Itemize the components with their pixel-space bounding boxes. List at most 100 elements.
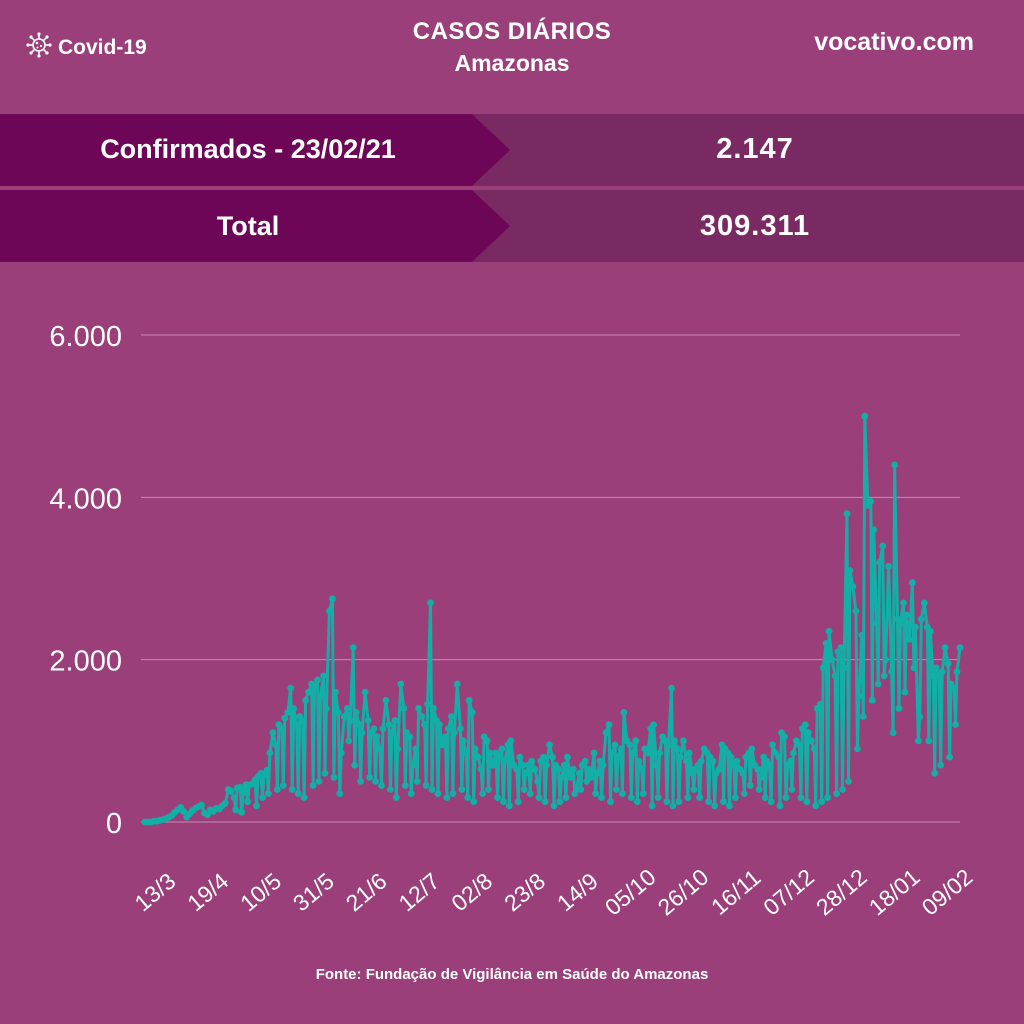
data-point xyxy=(239,789,247,797)
data-point xyxy=(669,802,677,810)
data-point xyxy=(483,737,491,745)
data-point xyxy=(498,745,506,753)
data-point xyxy=(370,725,378,733)
data-point xyxy=(519,761,527,769)
data-point xyxy=(741,790,748,797)
stat-label: Confirmados - 23/02/21 xyxy=(100,134,396,164)
data-point xyxy=(787,757,794,765)
x-tick-label: 21/6 xyxy=(341,868,392,917)
data-point xyxy=(720,798,727,806)
data-point xyxy=(266,749,274,757)
data-point xyxy=(705,798,713,806)
data-point xyxy=(334,709,342,716)
data-point xyxy=(782,794,790,801)
data-point xyxy=(873,619,881,627)
data-point xyxy=(925,737,933,745)
data-point xyxy=(592,790,599,797)
data-point xyxy=(458,786,466,793)
data-point xyxy=(430,705,437,712)
data-point xyxy=(611,741,619,749)
data-point xyxy=(358,729,366,737)
data-point xyxy=(909,579,916,586)
data-point xyxy=(944,660,952,668)
data-point xyxy=(685,749,693,757)
y-tick-label: 4.000 xyxy=(49,483,122,515)
data-point xyxy=(468,709,476,716)
stat-value-panel xyxy=(470,114,1024,186)
data-point xyxy=(917,615,925,623)
data-point xyxy=(409,761,417,769)
data-point xyxy=(619,790,626,797)
data-point xyxy=(373,733,381,741)
data-point xyxy=(561,761,568,769)
data-point xyxy=(513,765,521,773)
data-point xyxy=(726,802,733,810)
data-point xyxy=(937,761,945,769)
data-point xyxy=(956,644,964,652)
data-point xyxy=(663,798,671,806)
data-point xyxy=(584,765,592,773)
data-point xyxy=(876,558,884,566)
data-point xyxy=(915,737,922,745)
data-point xyxy=(833,790,840,797)
data-point xyxy=(932,664,940,672)
data-point xyxy=(874,680,882,688)
data-point xyxy=(269,729,277,737)
data-point xyxy=(311,684,318,692)
data-point xyxy=(244,798,252,806)
x-tick-label: 18/01 xyxy=(864,864,925,921)
data-point xyxy=(477,765,485,773)
data-point xyxy=(366,774,373,781)
data-point xyxy=(903,611,910,619)
data-point xyxy=(952,721,959,728)
data-point xyxy=(608,749,616,757)
data-point xyxy=(931,769,939,777)
data-point xyxy=(882,656,889,664)
data-point xyxy=(807,737,815,745)
data-point xyxy=(766,761,773,769)
data-point xyxy=(540,753,547,761)
data-point xyxy=(323,705,330,712)
data-point xyxy=(305,688,312,696)
data-point xyxy=(754,765,762,773)
data-point xyxy=(236,783,244,791)
data-point xyxy=(916,713,924,720)
data-point xyxy=(290,705,298,712)
data-point xyxy=(221,799,229,807)
data-point xyxy=(849,583,857,590)
data-point xyxy=(379,725,387,733)
data-point xyxy=(564,753,571,761)
data-point xyxy=(495,753,503,761)
data-point xyxy=(418,713,425,720)
data-point xyxy=(891,461,898,469)
data-point xyxy=(709,757,717,765)
x-tick-label: 16/11 xyxy=(706,864,766,920)
data-point xyxy=(599,761,607,769)
data-point xyxy=(520,786,528,793)
data-point xyxy=(797,794,805,801)
data-point xyxy=(422,782,430,789)
data-point xyxy=(387,786,394,793)
data-point xyxy=(382,696,390,704)
data-point xyxy=(569,765,577,773)
data-point xyxy=(819,664,827,672)
data-point xyxy=(938,668,946,676)
data-point xyxy=(372,778,379,785)
data-point xyxy=(300,794,308,801)
data-point xyxy=(340,713,348,720)
data-point xyxy=(450,729,458,737)
data-point xyxy=(804,729,812,737)
data-point xyxy=(320,672,327,680)
data-point xyxy=(781,733,788,741)
data-point xyxy=(733,757,741,765)
x-tick-label: 05/10 xyxy=(600,864,661,921)
data-point xyxy=(428,786,436,793)
data-point xyxy=(761,794,769,801)
data-point xyxy=(531,765,539,773)
data-point xyxy=(407,790,415,797)
data-point xyxy=(590,749,598,757)
data-point xyxy=(279,782,287,789)
data-point xyxy=(558,774,565,781)
data-point xyxy=(656,749,663,757)
data-point xyxy=(697,757,705,765)
